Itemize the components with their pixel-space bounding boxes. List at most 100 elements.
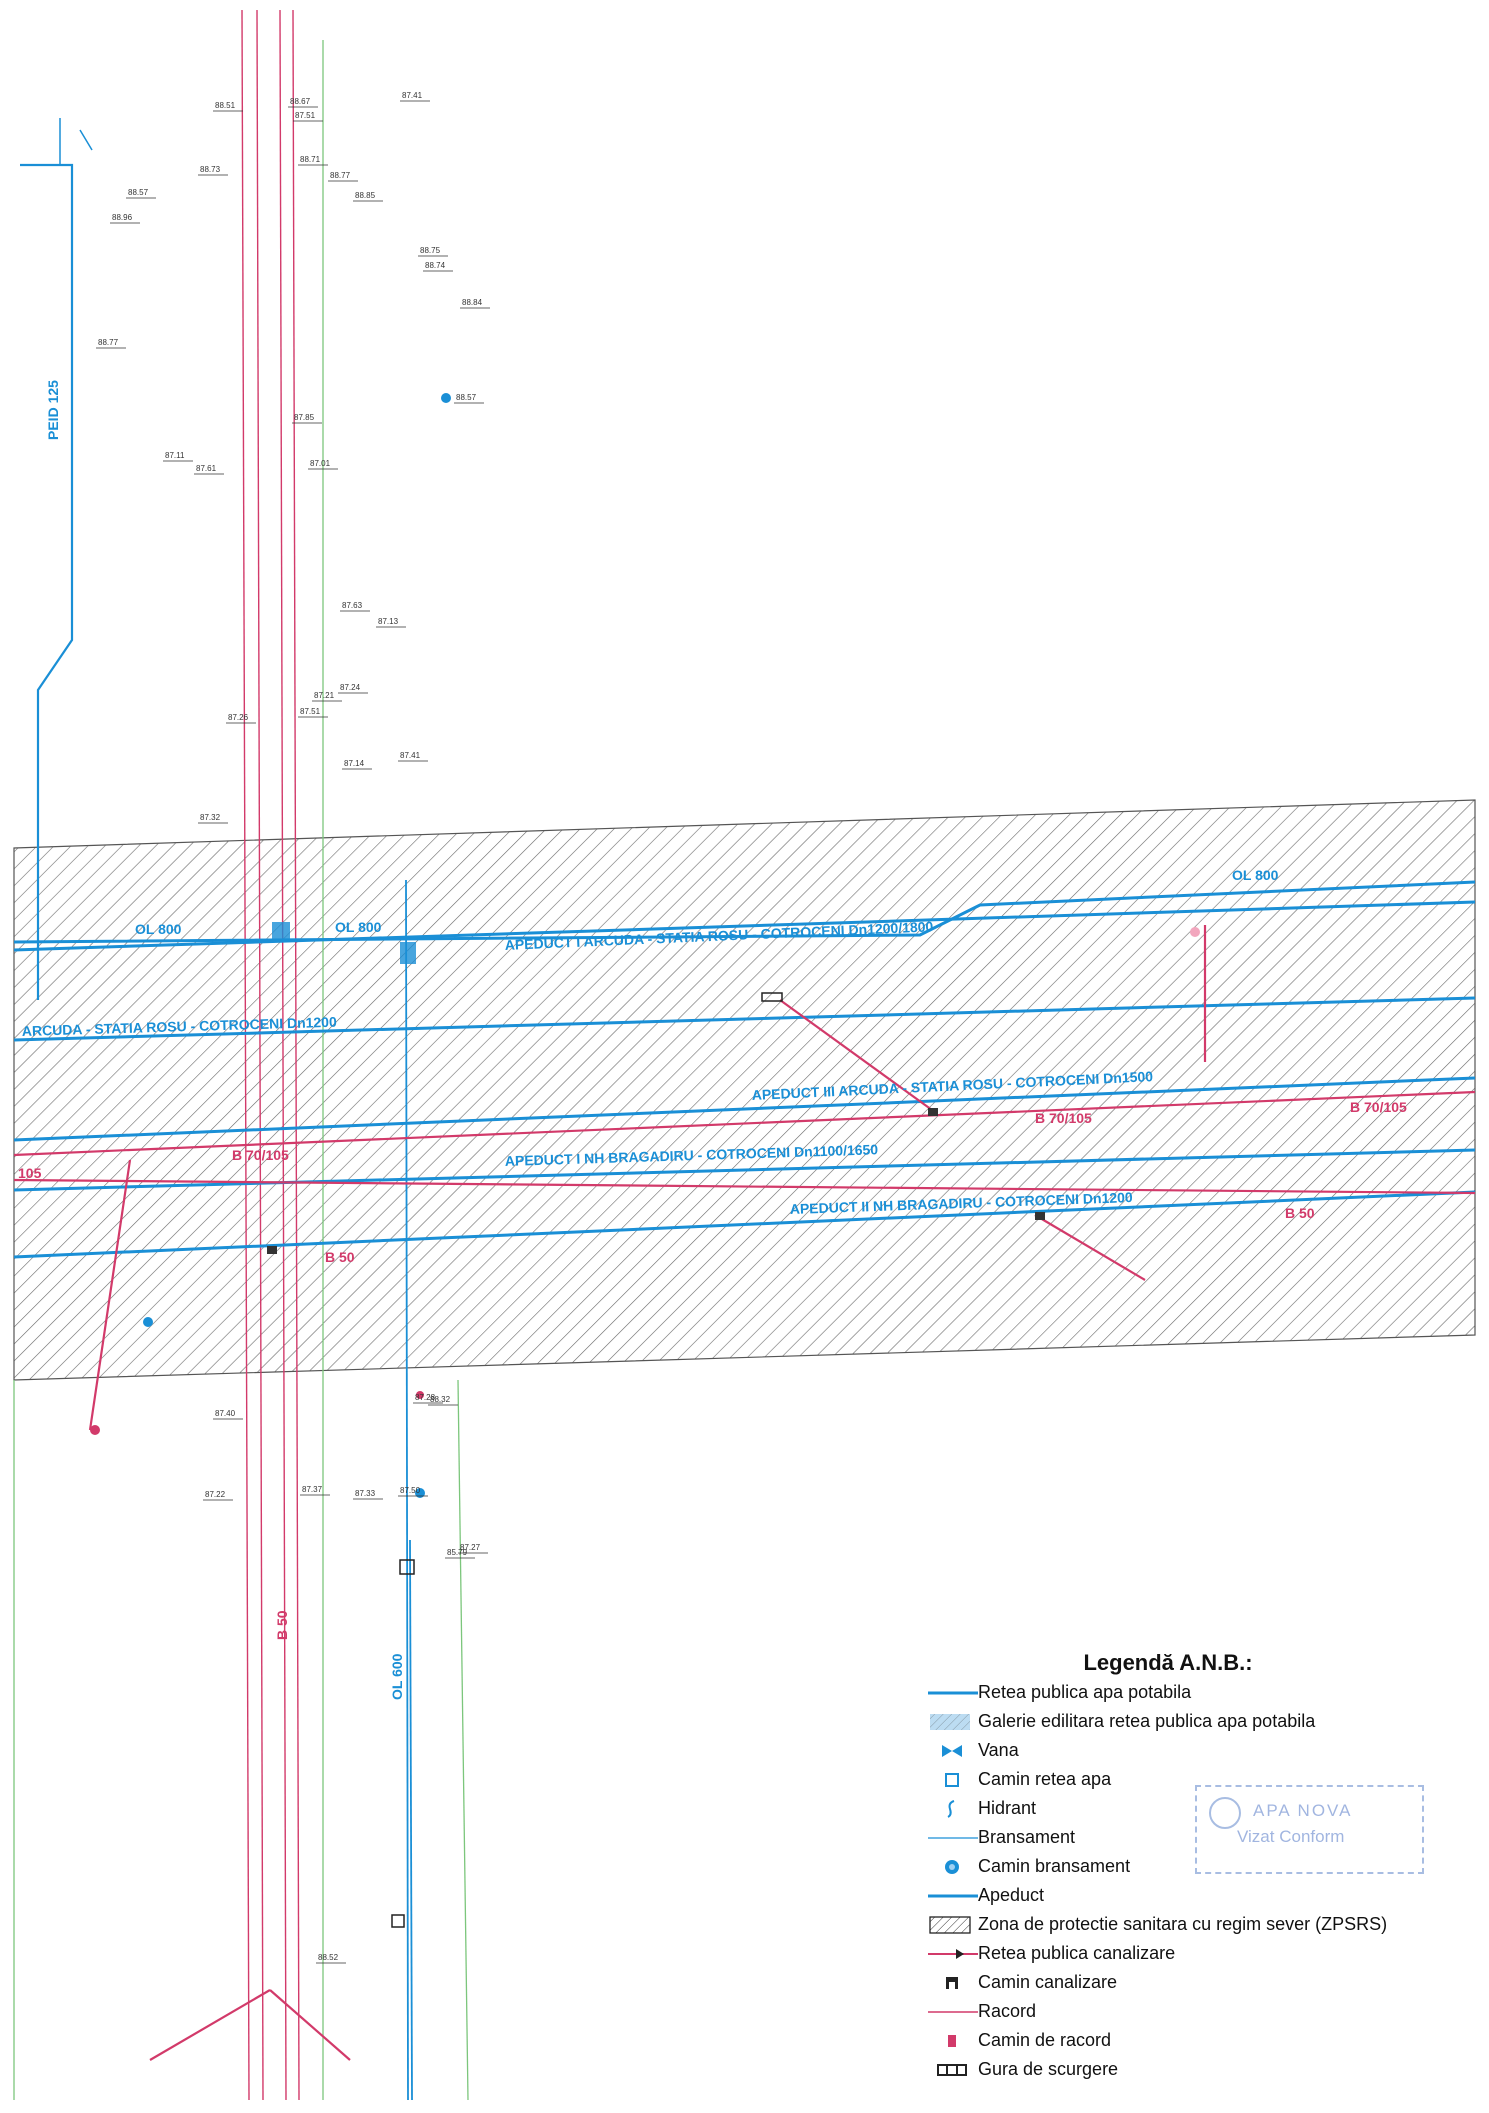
legend-item-zpsrs-hatch: Zona de protectie sanitara cu regim seve… bbox=[928, 1910, 1448, 1939]
elevation-readout: 88.73 bbox=[200, 165, 221, 174]
elevation-readout: 87.26 bbox=[228, 713, 249, 722]
legend-item-valve: Vana bbox=[928, 1736, 1448, 1765]
legend-item-label: Vana bbox=[978, 1740, 1019, 1760]
legend-item-label: Galerie edilitara retea publica apa pota… bbox=[978, 1711, 1316, 1731]
elevation-readout: 87.50 bbox=[400, 1486, 421, 1495]
elevation-readout: 87.41 bbox=[400, 751, 421, 760]
water-chamber bbox=[399, 1559, 415, 1575]
elevation-readout: 87.01 bbox=[310, 459, 331, 468]
elevation-readout: 87.33 bbox=[355, 1489, 376, 1498]
elevation-readout: 88.96 bbox=[112, 213, 133, 222]
label-b50-b: B 50 bbox=[1285, 1205, 1315, 1221]
legend-item-gallery-hatch: Galerie edilitara retea publica apa pota… bbox=[928, 1707, 1448, 1736]
elevation-readout: 87.21 bbox=[314, 691, 335, 700]
sewer-chamber bbox=[928, 1108, 938, 1116]
legend-item-label: Bransament bbox=[978, 1827, 1076, 1847]
hydrant-icon bbox=[928, 1798, 978, 1820]
elevation-readout: 87.51 bbox=[295, 111, 316, 120]
water-line-icon bbox=[928, 1682, 978, 1704]
legend-item-connection-chamber: Camin de racord bbox=[928, 2026, 1448, 2055]
legend-item-water-chamber: Camin retea apa bbox=[928, 1765, 1448, 1794]
zpsrs-hatch-icon bbox=[928, 1914, 978, 1936]
legend-item-label: Hidrant bbox=[978, 1798, 1037, 1818]
elevation-readout: 87.27 bbox=[460, 1543, 481, 1552]
vertical-sewer-lines bbox=[241, 9, 300, 2101]
branch-chamber bbox=[441, 393, 451, 403]
label-ol800-a: OL 800 bbox=[135, 921, 182, 937]
label-ol800-c: OL 800 bbox=[1232, 867, 1279, 883]
elevation-readout: 85.79 bbox=[447, 1548, 468, 1557]
connection-chamber-icon bbox=[928, 2030, 978, 2052]
legend-item-label: Retea publica canalizare bbox=[978, 1943, 1176, 1963]
legend-item-water-line: Retea publica apa potabila bbox=[928, 1678, 1448, 1707]
elevation-readout: 88.84 bbox=[462, 298, 483, 307]
label-b50-a: B 50 bbox=[325, 1249, 355, 1265]
label-b105: 105 bbox=[18, 1165, 42, 1181]
elevation-readout: 87.51 bbox=[300, 707, 321, 716]
map-legend: Legendă A.N.B.: Retea publica apa potabi… bbox=[928, 1650, 1448, 2084]
legend-item-label: Retea publica apa potabila bbox=[978, 1682, 1192, 1702]
elevation-readout: 87.32 bbox=[200, 813, 221, 822]
elevation-readout: 88.57 bbox=[128, 188, 149, 197]
branch-line-icon bbox=[928, 1827, 978, 1849]
label-ol600: OL 600 bbox=[389, 1653, 405, 1700]
legend-item-branch-chamber: Camin bransament bbox=[928, 1852, 1448, 1881]
legend-item-label: Camin canalizare bbox=[978, 1972, 1118, 1992]
elevation-readout: 87.11 bbox=[165, 451, 185, 460]
gallery-hatch-icon bbox=[928, 1711, 978, 1733]
elevation-readout: 87.85 bbox=[294, 413, 315, 422]
connection-line-icon bbox=[928, 2001, 978, 2023]
legend-item-drain-grate: Gura de scurgere bbox=[928, 2055, 1448, 2084]
branch-chamber bbox=[143, 1317, 153, 1327]
elevation-readout: 88.57 bbox=[456, 393, 477, 402]
elevation-readout: 87.13 bbox=[378, 617, 399, 626]
valve-icon bbox=[928, 1740, 978, 1762]
legend-item-label: Racord bbox=[978, 2001, 1037, 2021]
legend-item-hydrant: Hidrant bbox=[928, 1794, 1448, 1823]
drain-grate bbox=[761, 992, 783, 1002]
elevation-readout: 87.28 bbox=[415, 1393, 436, 1402]
sewer-line-icon bbox=[928, 1943, 978, 1965]
branch-chamber bbox=[415, 1488, 425, 1498]
legend-item-label: Camin de racord bbox=[978, 2030, 1112, 2050]
sewer-chamber-icon bbox=[928, 1972, 978, 1994]
stamp-line-2: Vizat Conform bbox=[1237, 1827, 1345, 1846]
legend-item-branch-line: Bransament bbox=[928, 1823, 1448, 1852]
legend-title: Legendă A.N.B.: bbox=[1083, 1650, 1253, 1675]
drain-grate-icon bbox=[928, 2059, 978, 2081]
water-chamber bbox=[272, 922, 290, 940]
sewer-chamber bbox=[1035, 1212, 1045, 1220]
legend-item-label: Camin bransament bbox=[978, 1856, 1131, 1876]
green-boundaries bbox=[13, 40, 469, 2101]
stamp-line-1: APA NOVA bbox=[1253, 1801, 1353, 1820]
legend-item-aqueduct-line: Apeduct bbox=[928, 1881, 1448, 1910]
approval-stamp: APA NOVA Vizat Conform bbox=[1195, 1785, 1424, 1874]
aqueduct-lines bbox=[13, 880, 1476, 1259]
legend-item-sewer-line: Retea publica canalizare bbox=[928, 1939, 1448, 1968]
connection-chamber bbox=[416, 1391, 424, 1399]
elevation-readout: 87.22 bbox=[205, 1490, 226, 1499]
label-b70-a: B 70/105 bbox=[232, 1147, 289, 1163]
ol600-pipe bbox=[405, 879, 413, 2101]
legend-item-label: Camin retea apa bbox=[978, 1769, 1112, 1789]
elevation-readout: 87.61 bbox=[196, 464, 217, 473]
connection-chamber bbox=[1190, 927, 1200, 937]
legend-item-label: Apeduct bbox=[978, 1885, 1045, 1905]
aqueduct-line-icon bbox=[928, 1885, 978, 1907]
branch-chamber-icon bbox=[928, 1856, 978, 1878]
water-chamber bbox=[391, 1914, 405, 1928]
elevation-readout: 88.74 bbox=[425, 261, 446, 270]
label-peid-125: PEID 125 bbox=[45, 380, 61, 440]
zpsrs-zone bbox=[13, 799, 1476, 1381]
sewer-lines bbox=[13, 925, 1476, 2061]
elevation-readout: 87.41 bbox=[402, 91, 423, 100]
elevation-readout: 88.52 bbox=[318, 1953, 339, 1962]
water-chamber bbox=[400, 942, 416, 964]
elevation-readout: 88.85 bbox=[355, 191, 376, 200]
elevation-labels: 87.41 88.51 87.51 88.67 88.71 88.77 88.73 88.57… bbox=[96, 91, 490, 1964]
elevation-readout: 87.24 bbox=[340, 683, 361, 692]
peid-125-pipe bbox=[20, 118, 93, 1000]
elevation-readout: 88.77 bbox=[330, 171, 351, 180]
seal-icon bbox=[1209, 1797, 1241, 1829]
